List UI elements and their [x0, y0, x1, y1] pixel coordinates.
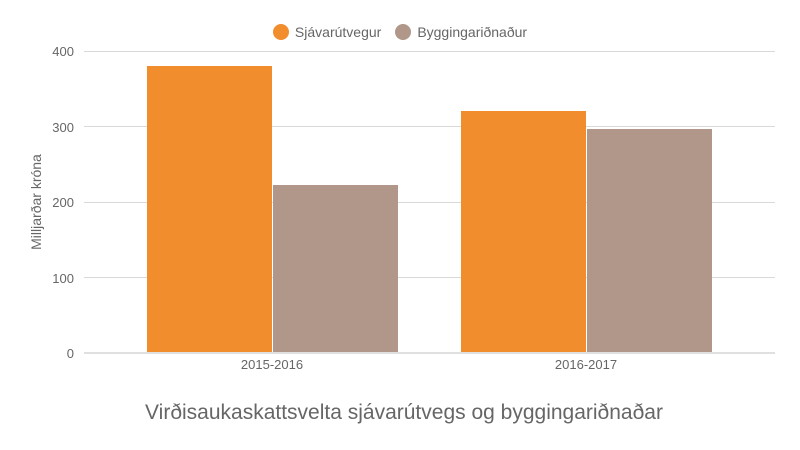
y-tick-label: 400: [52, 44, 74, 59]
legend-label: Byggingariðnaður: [417, 24, 528, 40]
x-tick-label: 2016-2017: [554, 357, 618, 372]
bar-byggingaridnadur-2015-2016[interactable]: [273, 185, 398, 353]
x-tick-label: 2015-2016: [240, 357, 304, 372]
y-tick-label: 0: [66, 346, 74, 361]
gridline: [84, 202, 775, 203]
legend-item-sjavarutvegur[interactable]: Sjávarútvegur: [272, 24, 382, 40]
chart-title: Virðisaukaskattsvelta sjávarútvegs og by…: [145, 401, 663, 424]
gridline: [84, 277, 775, 278]
x-axis-line: [84, 352, 775, 354]
gridline: [84, 126, 775, 127]
legend-item-byggingaridnadur[interactable]: Byggingariðnaður: [395, 24, 527, 40]
bar-byggingaridnadur-2016-2017[interactable]: [587, 129, 712, 353]
legend-label: Sjávarútvegur: [294, 24, 382, 40]
legend: Sjávarútvegur Byggingariðnaður: [0, 24, 800, 40]
y-tick-label: 100: [52, 271, 74, 286]
bar-sjavarutvegur-2016-2017[interactable]: [461, 111, 586, 353]
y-tick-label: 300: [52, 120, 74, 135]
legend-dot-icon: [395, 24, 412, 40]
gridline: [84, 51, 775, 52]
bar-sjavarutvegur-2015-2016[interactable]: [147, 66, 272, 353]
y-tick-label: 200: [52, 195, 74, 210]
legend-dot-icon: [272, 24, 289, 40]
